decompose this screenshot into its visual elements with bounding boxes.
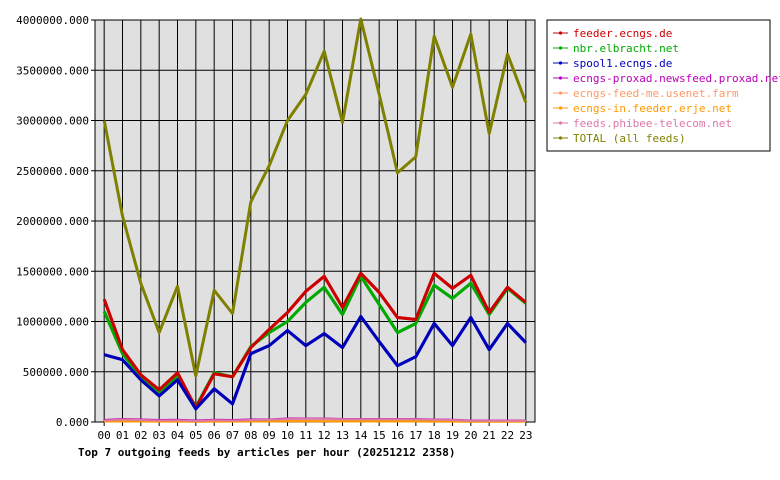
x-tick-label: 02 xyxy=(134,429,147,442)
x-tick-label: 03 xyxy=(153,429,166,442)
x-tick-label: 00 xyxy=(98,429,111,442)
x-tick-label: 08 xyxy=(244,429,257,442)
x-axis-ticks: 00 01 02 03 04 05 06 07 08 09 10 11 12 13 14 15 16 17 18 19… xyxy=(98,422,532,442)
x-tick-label: 04 xyxy=(171,429,185,442)
legend-marker xyxy=(558,76,563,80)
series-line-overlay xyxy=(102,271,527,410)
grid xyxy=(95,20,535,422)
legend-marker xyxy=(558,136,563,140)
legend-marker xyxy=(558,61,563,65)
x-tick-label: 11 xyxy=(299,429,312,442)
chart-title: Top 7 outgoing feeds by articles per hou… xyxy=(78,446,456,459)
legend-marker xyxy=(558,106,563,110)
x-tick-label: 17 xyxy=(409,429,422,442)
legend-label: ecngs-in.feeder.erje.net xyxy=(573,102,732,115)
x-tick-label: 15 xyxy=(373,429,386,442)
y-tick-label: 0.000 xyxy=(56,416,89,429)
legend-label: ecngs-proxad.newsfeed.proxad.net xyxy=(573,72,780,85)
y-axis-ticks: 0.000 500000.000 1000000.000 1500000.000 200… xyxy=(16,14,95,429)
series-lines xyxy=(102,17,528,423)
x-tick-label: 23 xyxy=(519,429,532,442)
x-tick-label: 09 xyxy=(263,429,276,442)
legend-box xyxy=(546,19,771,152)
legend-label: feeder.ecngs.de xyxy=(573,27,672,40)
legend-label: nbr.elbracht.net xyxy=(573,42,679,55)
series-line xyxy=(102,17,528,378)
y-tick-label: 1500000.000 xyxy=(16,265,89,278)
y-tick-label: 2500000.000 xyxy=(16,165,89,178)
legend-label: spool1.ecngs.de xyxy=(573,57,672,70)
series-line xyxy=(104,417,526,422)
legend-marker xyxy=(558,31,563,35)
y-tick-label: 3500000.000 xyxy=(16,64,89,77)
x-tick-label: 16 xyxy=(391,429,404,442)
x-tick-label: 01 xyxy=(116,429,129,442)
x-tick-label: 12 xyxy=(318,429,331,442)
y-tick-label: 500000.000 xyxy=(23,366,89,379)
x-tick-label: 07 xyxy=(226,429,239,442)
legend-marker xyxy=(558,46,563,50)
x-tick-label: 20 xyxy=(464,429,477,442)
legend: feeder.ecngs.de nbr.elbracht.net spool1.ec… xyxy=(546,19,780,152)
x-tick-label: 22 xyxy=(501,429,514,442)
series-line-overlay xyxy=(102,274,527,409)
legend-label: TOTAL (all feeds) xyxy=(573,132,686,145)
legend-marker xyxy=(558,121,563,125)
x-tick-label: 13 xyxy=(336,429,349,442)
x-tick-label: 18 xyxy=(428,429,441,442)
x-tick-label: 06 xyxy=(208,429,221,442)
legend-label: feeds.phibee-telecom.net xyxy=(573,117,732,130)
x-tick-label: 10 xyxy=(281,429,294,442)
x-tick-label: 21 xyxy=(483,429,496,442)
series-line-overlay xyxy=(103,315,527,411)
y-tick-label: 4000000.000 xyxy=(16,14,89,27)
x-tick-label: 19 xyxy=(446,429,459,442)
legend-marker xyxy=(558,91,563,95)
x-tick-label: 14 xyxy=(354,429,368,442)
y-tick-label: 3000000.000 xyxy=(16,115,89,128)
x-tick-label: 05 xyxy=(189,429,202,442)
legend-label: ecngs-feed-me.usenet.farm xyxy=(573,87,739,100)
y-tick-label: 2000000.000 xyxy=(16,215,89,228)
y-tick-label: 1000000.000 xyxy=(16,316,89,329)
